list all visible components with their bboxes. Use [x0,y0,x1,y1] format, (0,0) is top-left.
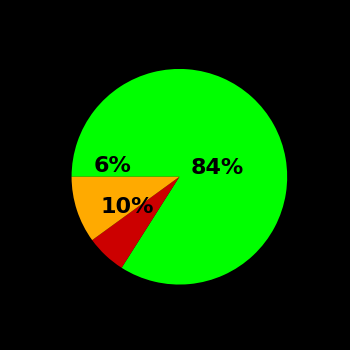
Text: 10%: 10% [101,197,154,217]
Text: 84%: 84% [190,158,244,178]
Wedge shape [92,177,179,268]
Wedge shape [71,177,179,240]
Text: 6%: 6% [93,156,132,176]
Wedge shape [71,69,287,285]
